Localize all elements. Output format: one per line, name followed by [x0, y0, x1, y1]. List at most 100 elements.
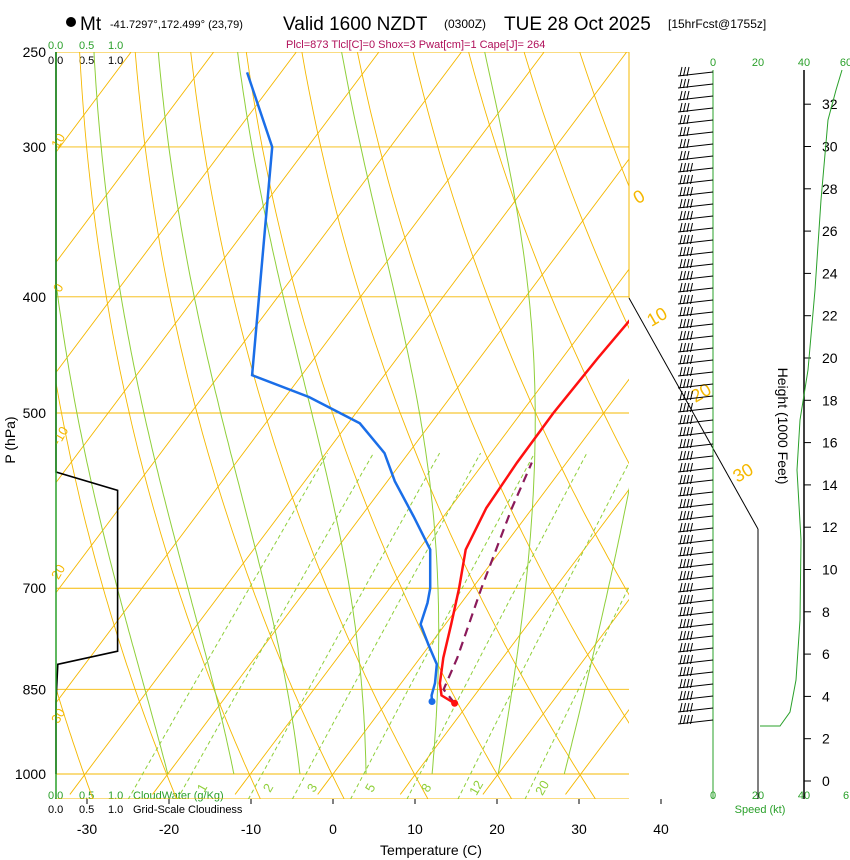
isotherm-line — [317, 378, 629, 795]
wind-barb-feather — [683, 546, 686, 557]
wind-barb-feather — [686, 150, 690, 161]
dry-adiabat-line — [356, 52, 629, 724]
dry-adiabat-label: 30 — [729, 459, 756, 486]
wind-barb-feather — [690, 318, 693, 329]
wind-barb-feather — [683, 78, 686, 89]
wind-barb-feather — [679, 438, 683, 449]
wind-barb-feather — [679, 642, 683, 653]
dry-adiabat-line — [190, 52, 429, 799]
speed-tick-top-0: 0 — [710, 57, 716, 69]
wind-barb-feather — [686, 366, 690, 377]
wind-barb — [677, 306, 714, 317]
pressure-tick-label: 400 — [23, 289, 47, 305]
pressure-tick-label: 250 — [23, 44, 47, 60]
wind-barb-feather — [679, 414, 683, 425]
wind-barb-feather — [690, 246, 693, 257]
x-tick-label: 10 — [407, 821, 423, 837]
wind-barb — [677, 198, 714, 209]
wind-barb-feather — [679, 330, 683, 341]
surface-dewpoint-marker — [428, 697, 436, 705]
wind-barb-feather — [683, 282, 686, 293]
wind-barb — [677, 162, 714, 173]
mixing-ratio-line — [457, 461, 629, 799]
mixing-ratio-line — [127, 452, 329, 799]
x-tick-label: 20 — [489, 821, 505, 837]
x-tick-label: -20 — [159, 821, 179, 837]
wind-barb-feather — [686, 354, 690, 365]
wind-barb — [677, 330, 714, 341]
wind-barb-feather — [690, 426, 693, 437]
speed-tick-top-1: 20 — [752, 57, 764, 69]
wind-barb-feather — [679, 174, 683, 185]
x-tick-label: 0 — [329, 821, 337, 837]
wind-barb — [677, 678, 714, 689]
wind-barb-feather — [679, 522, 683, 533]
wind-barb-feather — [683, 318, 686, 329]
wind-barb-feather — [690, 594, 693, 605]
wind-barb-feather — [690, 174, 693, 185]
wind-barb-feather — [686, 702, 690, 713]
wind-barb-feather — [679, 462, 683, 473]
wind-barb-feather — [679, 222, 683, 233]
mixing-ratio-label: 20 — [532, 778, 552, 798]
wind-barb-feather — [686, 522, 690, 533]
wind-barb-feather — [679, 474, 683, 485]
moist-adiabat-line — [563, 487, 629, 775]
mixing-ratio-label: 12 — [466, 778, 486, 798]
wind-barb-feather — [683, 594, 686, 605]
wind-barb — [677, 498, 714, 509]
wind-barb-feather — [686, 654, 690, 665]
wind-barb-feather — [690, 570, 693, 581]
wind-barb-feather — [690, 390, 693, 401]
wind-barb-feather — [690, 690, 693, 701]
wind-barb-feather — [679, 606, 683, 617]
wind-barb-feather — [686, 66, 690, 77]
station-coords: -41.7297°,172.499° (23,79) — [110, 19, 243, 31]
wind-barb-feather — [683, 498, 686, 509]
wind-barb — [677, 642, 714, 653]
height-diagonal-line — [628, 297, 759, 530]
wind-barb — [677, 222, 714, 233]
wind-barb-feather — [686, 570, 690, 581]
wind-barb-feather — [679, 486, 683, 497]
wind-barb-feather — [679, 342, 683, 353]
bottom-scale-black-2: 1.0 — [108, 804, 123, 816]
wind-barb-feather — [679, 162, 683, 173]
wind-barb-feather — [683, 534, 686, 545]
wind-barb-feather — [683, 558, 686, 569]
x-axis-title: Temperature (C) — [380, 842, 482, 858]
wind-barb-feather — [686, 678, 690, 689]
wind-barb — [677, 342, 714, 353]
dry-adiabat-line — [412, 52, 629, 596]
wind-barb-feather — [686, 138, 690, 149]
wind-barb — [677, 690, 714, 701]
wind-barb-feather — [686, 342, 690, 353]
x-tick-label: 40 — [653, 821, 669, 837]
utc-time: (0300Z) — [444, 17, 486, 31]
wind-barb-feather — [679, 234, 683, 245]
wind-barb — [677, 594, 714, 605]
stability-indices: Plcl=873 Tlcl[C]=0 Shox=3 Pwat[cm]=1 Cap… — [286, 39, 545, 51]
wind-barb-feather — [683, 666, 686, 677]
wind-barb-feather — [686, 306, 690, 317]
valid-date: TUE 28 Oct 2025 — [504, 14, 651, 35]
wind-barb-feather — [683, 90, 686, 101]
wind-barb — [677, 558, 714, 569]
height-tick-label: 2 — [822, 731, 830, 747]
dry-adiabat-label: 10 — [48, 131, 68, 151]
wind-barb-feather — [679, 306, 683, 317]
station-marker-icon — [66, 17, 76, 27]
isotherm-line — [234, 268, 629, 795]
wind-barb-feather — [683, 654, 686, 665]
height-tick-label: 10 — [822, 562, 838, 578]
wind-barb — [677, 414, 714, 425]
wind-barb-feather — [690, 498, 693, 509]
wind-barb-feather — [679, 594, 683, 605]
wind-barb-feather — [686, 666, 690, 677]
wind-barb-feather — [686, 102, 690, 113]
wind-barb-feather — [686, 258, 690, 269]
cloud-water-label: CloudWater (g/Kg) — [133, 790, 224, 802]
wind-barb-feather — [690, 582, 693, 593]
wind-barb-feather — [686, 462, 690, 473]
wind-barb-feather — [683, 522, 686, 533]
